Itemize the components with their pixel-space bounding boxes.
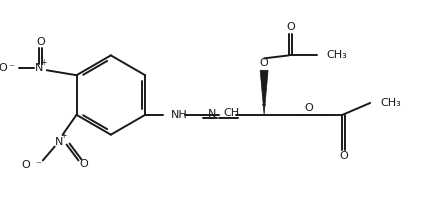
Text: O: O bbox=[260, 58, 268, 68]
Text: O: O bbox=[0, 63, 8, 73]
Text: ⁻: ⁻ bbox=[8, 63, 14, 73]
Text: CH: CH bbox=[224, 108, 240, 118]
Text: O: O bbox=[36, 36, 45, 46]
Text: O: O bbox=[79, 159, 88, 169]
Text: O: O bbox=[21, 160, 30, 170]
Text: ⁻: ⁻ bbox=[35, 160, 41, 170]
Polygon shape bbox=[260, 70, 268, 115]
Text: N: N bbox=[208, 109, 216, 119]
Text: CH₃: CH₃ bbox=[380, 98, 401, 108]
Text: N: N bbox=[35, 63, 43, 73]
Text: N: N bbox=[55, 137, 63, 147]
Text: CH₃: CH₃ bbox=[326, 50, 347, 60]
Text: NH: NH bbox=[171, 110, 188, 120]
Text: O: O bbox=[340, 151, 348, 162]
Text: +: + bbox=[40, 58, 47, 67]
Text: +: + bbox=[61, 131, 67, 140]
Text: O: O bbox=[305, 103, 313, 113]
Text: O: O bbox=[286, 22, 295, 32]
